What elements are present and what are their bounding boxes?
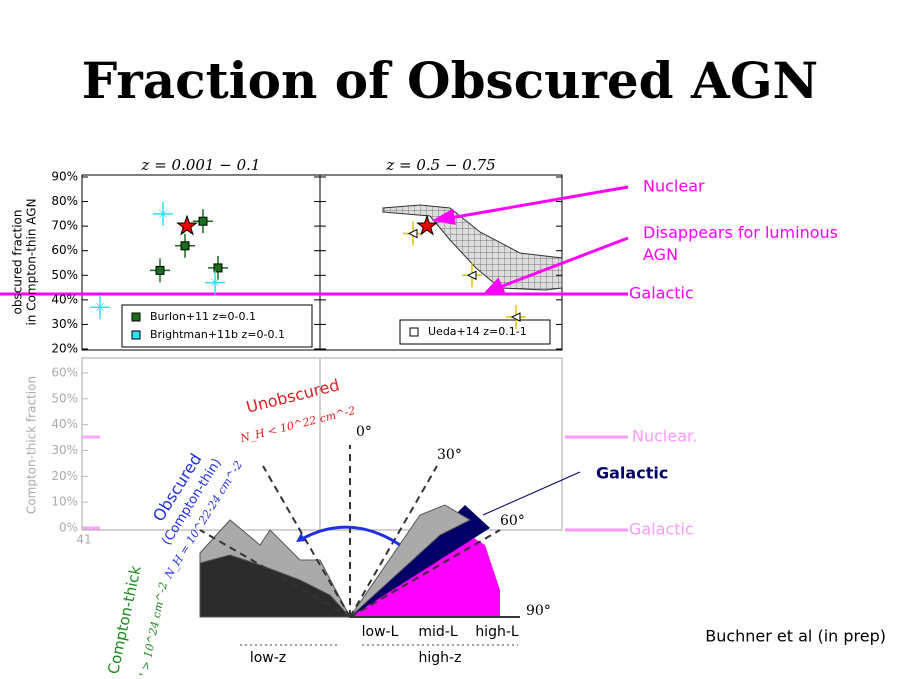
- diagram-label: Compton-thick: [104, 564, 145, 675]
- y-tick-label: 40%: [51, 417, 78, 431]
- y-tick-label: 30%: [51, 443, 78, 457]
- y-tick-label: 70%: [51, 219, 78, 233]
- y-tick-label: 60%: [51, 243, 78, 257]
- annotation-lines: [0, 185, 629, 532]
- redshift-label: low-z: [250, 650, 286, 666]
- annotation-line: Disappears for luminous: [643, 223, 838, 242]
- y-tick-label: 20%: [51, 342, 78, 356]
- angle-label: 30°: [437, 447, 462, 463]
- y-tick-label: 60%: [51, 365, 78, 379]
- luminosity-label: low-L: [362, 624, 399, 640]
- data-point: [407, 228, 418, 239]
- data-point: [180, 241, 190, 251]
- angle-label: 60°: [500, 513, 525, 529]
- y-axis-label: Compton-thick fraction: [25, 376, 39, 514]
- y-tick-label: 10%: [51, 495, 78, 509]
- data-point: ✳: [94, 300, 106, 316]
- redshift-label: high-z: [419, 650, 462, 666]
- legend-label: Burlon+11 z=0-0.1: [150, 310, 256, 323]
- panel-title: z = 0.001 − 0.1: [141, 156, 261, 174]
- y-tick-label: 90%: [51, 170, 78, 184]
- y-tick-label: 30%: [51, 317, 78, 331]
- angle-label: 0°: [356, 424, 372, 440]
- y-tick-label: 0%: [59, 521, 78, 535]
- data-point: ✳: [209, 276, 221, 292]
- y-tick-label: 80%: [51, 194, 78, 208]
- model-band: [382, 204, 563, 291]
- data-point: ✳: [157, 207, 169, 223]
- legend-label: Brightman+11b z=0-0.1: [150, 328, 285, 341]
- slide-title: Fraction of Obscured AGN: [82, 51, 818, 110]
- legend-swatch: [131, 330, 141, 340]
- x-tick-label: 41: [76, 533, 91, 547]
- annotation: Nuclear: [643, 177, 705, 196]
- data-point: [198, 216, 208, 226]
- annotation: Galactic: [596, 464, 668, 483]
- annotation: Disappears for luminous AGN: [643, 223, 838, 264]
- luminosity-label: mid-L: [418, 624, 457, 640]
- data-point: [466, 270, 477, 281]
- y-axis-label: obscured fraction: [11, 210, 25, 315]
- data-point: [155, 265, 165, 275]
- y-tick-label: 40%: [51, 292, 78, 306]
- legend: [121, 304, 313, 348]
- star-point: [176, 214, 198, 236]
- credit: Buchner et al (in prep): [705, 627, 886, 646]
- y-axis-label: in Compton-thin AGN: [25, 198, 39, 325]
- annotation: Nuclear.: [632, 427, 697, 446]
- legend-swatch: [409, 327, 419, 337]
- data-point: [213, 263, 223, 273]
- y-tick-label: 50%: [51, 391, 78, 405]
- diagram: [199, 445, 581, 646]
- legend: [399, 319, 551, 345]
- angle-label: 90°: [526, 603, 551, 619]
- annotation: Galactic: [629, 520, 694, 539]
- annotation-line: AGN: [643, 245, 678, 264]
- legend-label: Ueda+14 z=0.1-1: [428, 325, 527, 338]
- annotation: Galactic: [629, 284, 694, 303]
- luminosity-label: high-L: [475, 624, 519, 640]
- legend-swatch: [131, 312, 141, 322]
- star-point: [416, 214, 438, 236]
- y-tick-label: 20%: [51, 469, 78, 483]
- y-tick-label: 50%: [51, 268, 78, 282]
- panel-title: z = 0.5 − 0.75: [385, 156, 495, 174]
- data-point: [510, 312, 521, 322]
